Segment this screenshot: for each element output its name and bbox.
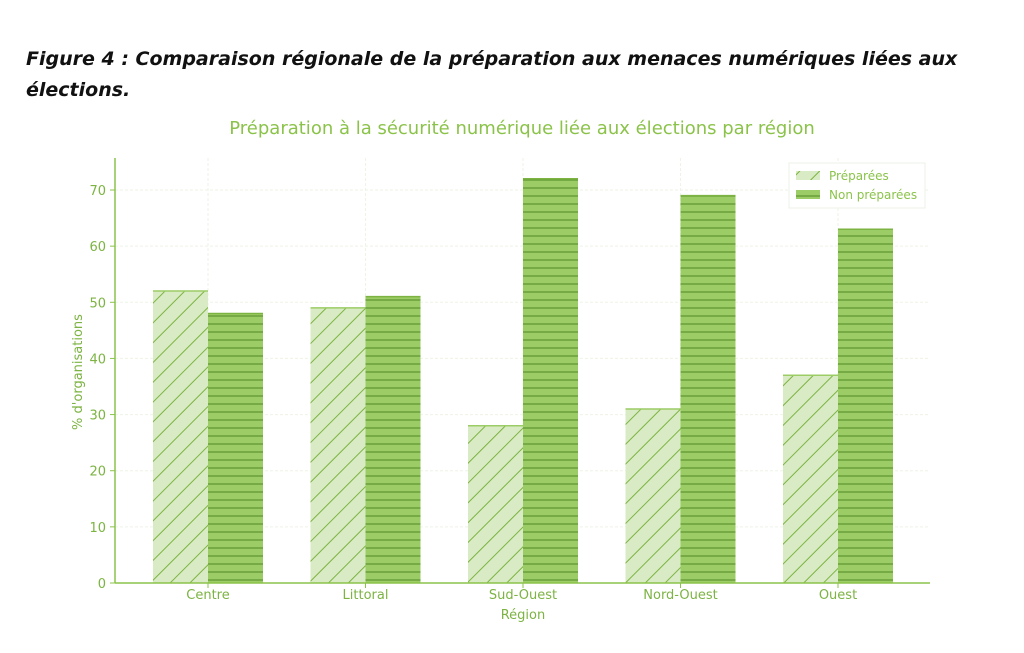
y-tick-label: 20: [89, 465, 106, 480]
bar-not-prepared: [838, 229, 893, 583]
x-tick-label: Nord-Ouest: [643, 588, 717, 603]
x-tick-label: Littoral: [343, 588, 389, 603]
bar-not-prepared: [680, 195, 736, 583]
bar-prepared: [625, 408, 681, 583]
legend-swatch-prepared: [796, 171, 820, 180]
x-tick-label: Centre: [186, 588, 229, 603]
y-tick-label: 10: [89, 521, 106, 536]
bar-prepared: [783, 375, 838, 583]
y-tick-label: 0: [98, 577, 106, 592]
legend-label-not-prepared: Non préparées: [829, 188, 917, 202]
y-tick-label: 50: [89, 296, 106, 311]
bar-prepared: [310, 307, 366, 583]
bar-not-prepared: [208, 313, 263, 583]
y-tick-label: 70: [89, 184, 106, 199]
y-axis-label: % d'organisations: [71, 314, 86, 430]
legend: Préparées Non préparées: [788, 162, 926, 209]
legend-label-prepared: Préparées: [829, 169, 889, 183]
y-tick-label: 40: [89, 352, 106, 367]
chart-title: Préparation à la sécurité numérique liée…: [229, 118, 815, 139]
figure-caption: Figure 4 : Comparaison régionale de la p…: [26, 48, 958, 101]
y-tick-label: 60: [89, 240, 106, 255]
x-tick-label: Ouest: [819, 588, 857, 603]
bar-prepared: [153, 291, 208, 583]
bar-not-prepared: [365, 296, 421, 583]
legend-swatch-not-prepared: [796, 190, 820, 199]
bar-not-prepared: [523, 178, 578, 584]
bar-prepared: [468, 425, 523, 583]
x-axis-label: Région: [501, 608, 546, 623]
y-tick-label: 30: [89, 409, 106, 424]
x-tick-label: Sud-Ouest: [489, 588, 557, 603]
